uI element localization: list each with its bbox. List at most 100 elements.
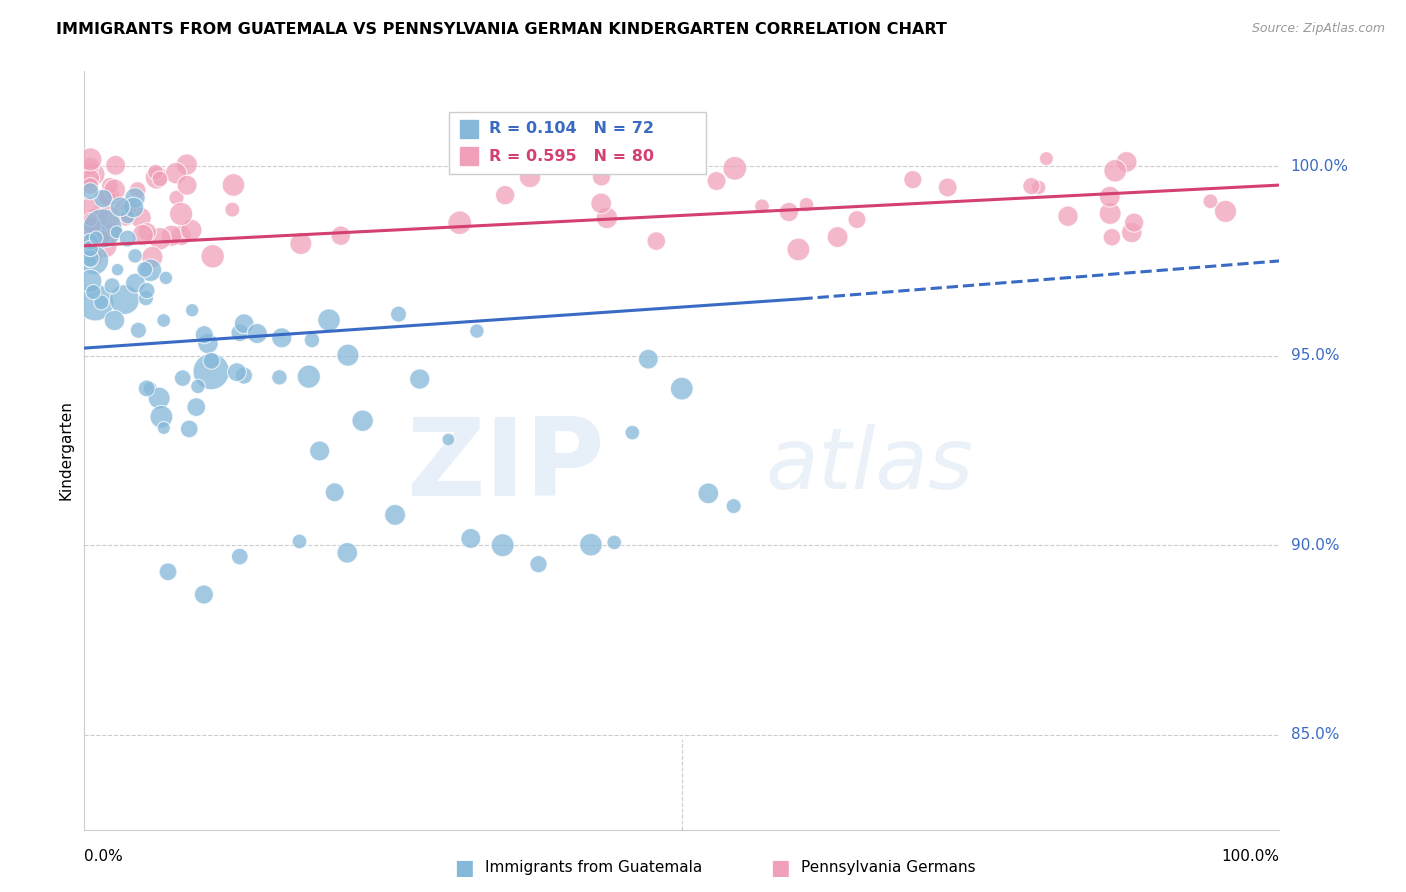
Point <box>222 178 245 192</box>
Point <box>132 227 155 242</box>
Text: 100.0%: 100.0% <box>1222 848 1279 863</box>
Point <box>200 354 222 368</box>
Point <box>79 212 101 227</box>
Point <box>172 371 194 385</box>
Point <box>1057 209 1080 223</box>
Point <box>246 326 269 341</box>
Point <box>124 249 146 263</box>
Point <box>1121 226 1143 240</box>
Point <box>94 239 117 253</box>
Point <box>1199 194 1222 209</box>
Point <box>79 219 101 234</box>
Point <box>148 391 170 405</box>
Point <box>82 250 104 264</box>
Text: ■: ■ <box>454 858 474 878</box>
Point <box>724 161 747 176</box>
Point <box>186 400 208 414</box>
Point <box>519 169 541 184</box>
Point <box>449 216 471 230</box>
Point <box>1115 155 1137 169</box>
Point <box>84 231 107 245</box>
Point <box>751 199 773 213</box>
Point <box>229 549 252 564</box>
Point <box>136 225 159 239</box>
Point <box>104 158 127 172</box>
Point <box>1104 163 1126 178</box>
Point <box>787 243 810 257</box>
Point <box>104 183 127 197</box>
Point <box>1098 189 1121 203</box>
Point <box>827 230 849 244</box>
Point <box>79 159 101 173</box>
Point <box>166 191 188 205</box>
Point <box>79 274 101 288</box>
Point <box>117 202 139 216</box>
Text: Source: ZipAtlas.com: Source: ZipAtlas.com <box>1251 22 1385 36</box>
Point <box>301 333 323 347</box>
Point <box>135 284 157 298</box>
Point <box>165 166 187 180</box>
Point <box>796 197 818 211</box>
Point <box>579 538 602 552</box>
Point <box>591 169 613 184</box>
Point <box>387 307 409 321</box>
Point <box>384 508 406 522</box>
Point <box>98 189 121 203</box>
Point <box>103 226 125 240</box>
Point <box>152 421 174 435</box>
Point <box>936 180 959 194</box>
Text: Pennsylvania Germans: Pennsylvania Germans <box>801 861 976 875</box>
Point <box>79 252 101 266</box>
Point <box>139 263 162 277</box>
Point <box>141 250 163 264</box>
Text: ■: ■ <box>770 858 790 878</box>
Point <box>352 414 374 428</box>
Point <box>1021 179 1043 194</box>
Point <box>97 211 120 225</box>
Point <box>139 381 162 395</box>
Point <box>1215 204 1237 219</box>
Point <box>329 228 352 243</box>
Point <box>318 313 340 327</box>
Point <box>170 207 193 221</box>
Point <box>87 226 110 240</box>
Point <box>135 381 157 395</box>
Point <box>229 326 252 340</box>
Point <box>101 278 124 293</box>
Point <box>193 327 215 342</box>
Point <box>79 242 101 256</box>
Point <box>114 293 136 307</box>
Point <box>181 303 204 318</box>
FancyBboxPatch shape <box>449 112 706 174</box>
Point <box>91 221 114 235</box>
Point <box>591 196 613 211</box>
Point <box>105 225 128 239</box>
Point <box>290 236 312 251</box>
Point <box>193 588 215 602</box>
Point <box>157 565 180 579</box>
Point <box>114 211 136 225</box>
Point <box>152 313 174 327</box>
Point <box>91 231 114 245</box>
Point <box>107 262 129 277</box>
Text: Immigrants from Guatemala: Immigrants from Guatemala <box>485 861 703 875</box>
Point <box>149 172 172 186</box>
Point <box>270 331 292 345</box>
Text: atlas: atlas <box>766 424 973 508</box>
Point <box>155 271 177 285</box>
Point <box>150 409 173 424</box>
Point <box>221 202 243 217</box>
Point <box>1099 206 1122 220</box>
Point <box>124 276 146 290</box>
Point <box>200 365 222 379</box>
Point <box>1035 152 1057 166</box>
Point <box>437 433 460 447</box>
Point <box>336 348 359 362</box>
Text: 0.0%: 0.0% <box>84 848 124 863</box>
Point <box>180 223 202 237</box>
Text: R = 0.104   N = 72: R = 0.104 N = 72 <box>489 121 655 136</box>
Point <box>127 323 149 337</box>
Point <box>637 352 659 367</box>
Point <box>1123 216 1146 230</box>
Point <box>269 370 291 384</box>
